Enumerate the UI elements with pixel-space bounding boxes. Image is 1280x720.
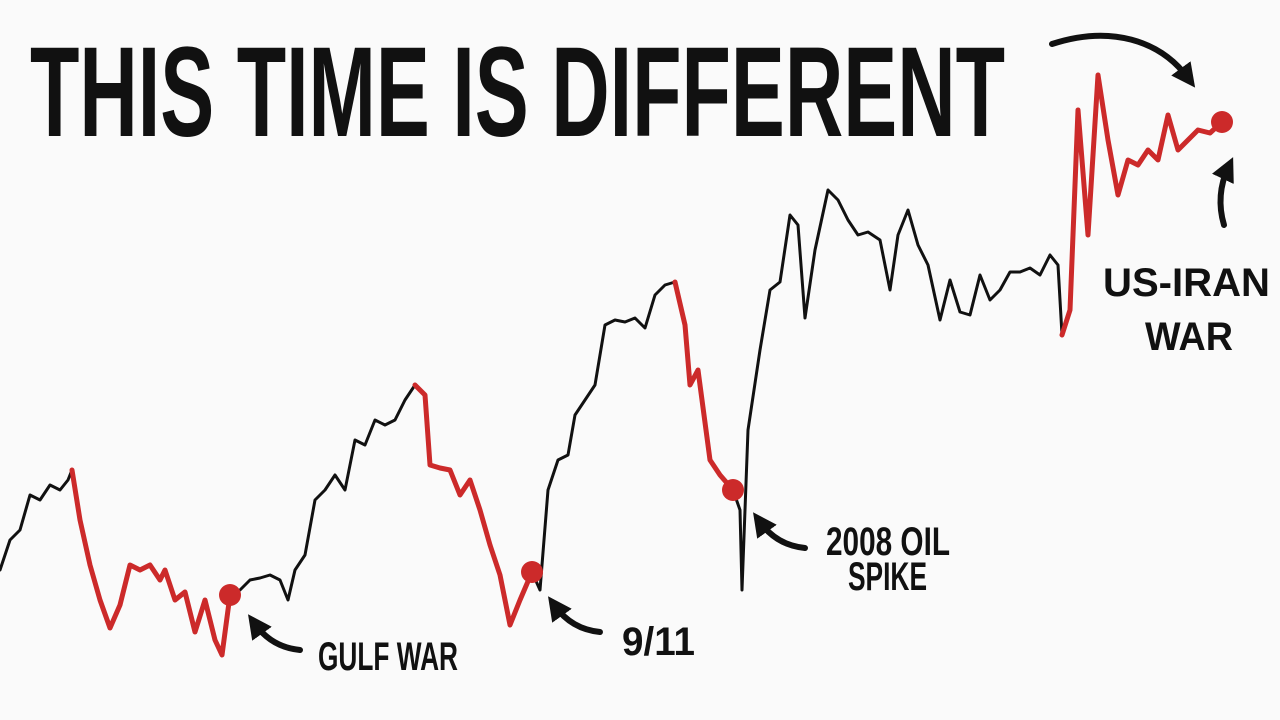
- arrow: [548, 596, 603, 635]
- annotation: 2008 OIL: [826, 520, 950, 564]
- arrow: [248, 614, 303, 653]
- event-dot: [521, 561, 543, 583]
- annotation: GULF WAR: [318, 635, 458, 679]
- arrow: [1049, 32, 1196, 88]
- plot-area: [0, 72, 1233, 658]
- event-dot: [722, 479, 744, 501]
- line-series: [0, 188, 1064, 602]
- arrow: [1212, 157, 1234, 228]
- annotation: US-IRAN: [1103, 261, 1270, 305]
- annotation: WAR: [1145, 315, 1233, 359]
- chart-title: THIS TIME IS DIFFERENT: [30, 21, 1005, 164]
- arrow: [753, 512, 808, 551]
- annotation: 9/11: [622, 620, 695, 664]
- event-dot: [219, 584, 241, 606]
- line-series: [69, 72, 1225, 658]
- event-dot: [1211, 111, 1233, 133]
- annotation: SPIKE: [848, 555, 927, 599]
